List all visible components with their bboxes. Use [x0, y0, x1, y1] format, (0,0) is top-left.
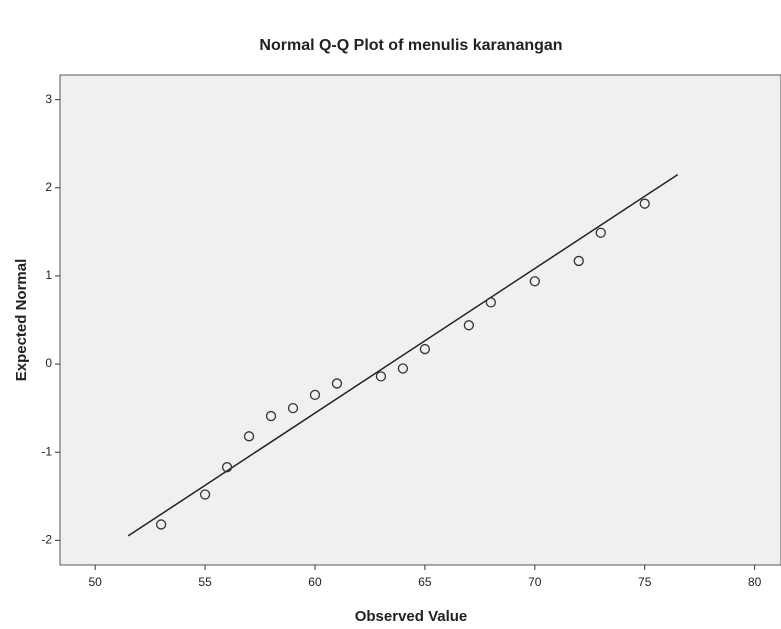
- y-axis-label: Expected Normal: [13, 259, 30, 382]
- x-tick-label: 50: [88, 575, 102, 589]
- y-tick-label: 0: [45, 356, 52, 370]
- y-tick-label: -1: [41, 444, 52, 458]
- x-tick-label: 80: [748, 575, 762, 589]
- y-tick-label: 1: [45, 268, 52, 282]
- chart: Normal Q-Q Plot of menulis karanangan Ob…: [0, 0, 781, 629]
- x-tick-label: 60: [308, 575, 322, 589]
- y-tick-label: 2: [45, 180, 52, 194]
- x-tick-label: 65: [418, 575, 432, 589]
- x-axis-label: Observed Value: [355, 608, 468, 625]
- chart-title: Normal Q-Q Plot of menulis karanangan: [259, 37, 562, 54]
- x-tick-label: 70: [528, 575, 542, 589]
- y-tick-label: -2: [41, 532, 52, 546]
- plot-area: [60, 75, 781, 565]
- x-tick-label: 75: [638, 575, 652, 589]
- y-tick-label: 3: [45, 92, 52, 106]
- x-tick-label: 55: [198, 575, 212, 589]
